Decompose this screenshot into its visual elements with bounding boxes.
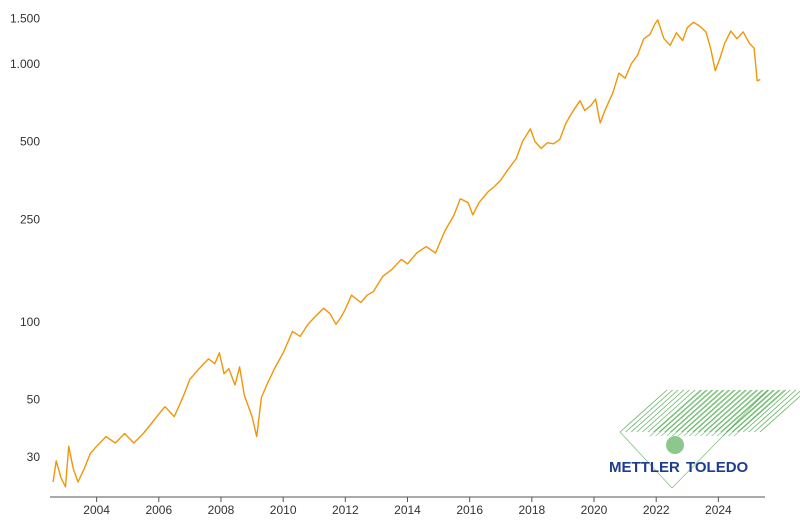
logo-hatch-line xyxy=(658,389,707,433)
x-tick-label: 2008 xyxy=(208,503,235,517)
series-layer xyxy=(52,19,761,488)
logo-hatch-line xyxy=(748,389,797,433)
logo-hatch-line xyxy=(670,389,718,433)
axes: 2004 2006 2008 2010 2012 2014 2016 2018 2020 2022… xyxy=(10,11,765,517)
logo-hatch-line xyxy=(655,389,708,437)
logo-hatch-line xyxy=(686,389,735,433)
logo-hatch-line xyxy=(675,389,724,433)
logo-hatch-line xyxy=(672,389,725,437)
logo-hatch-line xyxy=(636,389,685,433)
logo-hatch-line xyxy=(619,389,668,433)
logo-hatch-line xyxy=(671,389,769,489)
x-tick-label: 2010 xyxy=(270,503,297,517)
logo-hatch-line xyxy=(700,389,753,437)
logo-hatch-line xyxy=(754,390,800,433)
logo-hatch-line xyxy=(711,389,764,437)
logo-hatch-line xyxy=(731,389,780,433)
x-tick-label: 2024 xyxy=(705,503,732,517)
x-tick-label: 2012 xyxy=(332,503,359,517)
logo-hatch-line xyxy=(733,389,787,437)
logo-hatch-line xyxy=(630,389,679,433)
logo-hatch-line xyxy=(709,389,757,433)
logo-hatch-line xyxy=(647,389,696,433)
logo-word-left: METTLER xyxy=(609,459,680,476)
mettler-toledo-logo xyxy=(619,389,800,489)
price-line xyxy=(52,19,761,488)
logo-hatch-line xyxy=(660,389,714,437)
logo-hatch-line xyxy=(694,389,748,437)
x-tick-label: 2020 xyxy=(581,503,608,517)
logo-hatch-line xyxy=(619,431,673,489)
logo-hatch-line xyxy=(664,389,713,433)
logo-hatch-line xyxy=(728,389,781,437)
logo-hatch-line xyxy=(653,389,701,433)
logo-word-right: TOLEDO xyxy=(686,459,749,476)
y-tick-label: 100 xyxy=(20,315,40,329)
logo-hatch-line xyxy=(698,389,746,433)
logo-hatch-line xyxy=(649,389,703,437)
logo-hatch-line xyxy=(722,389,776,437)
x-tick-label: 2004 xyxy=(83,503,110,517)
logo-hatch-line xyxy=(705,389,759,437)
x-tick-label: 2022 xyxy=(643,503,670,517)
x-tick-label: 2014 xyxy=(394,503,421,517)
y-tick-label: 1.500 xyxy=(10,11,40,25)
logo-hatch-line xyxy=(677,389,731,437)
logo-hatch-line xyxy=(742,389,791,433)
logo-hatch-line xyxy=(683,389,736,437)
y-tick-label: 50 xyxy=(27,393,41,407)
x-tick-label: 2016 xyxy=(456,503,483,517)
logo-hatch-line xyxy=(625,389,673,433)
logo-star xyxy=(666,436,684,454)
logo-hatch-line xyxy=(688,389,742,437)
logo-hatch-line xyxy=(666,389,720,437)
x-tick-label: 2018 xyxy=(518,503,545,517)
logo-hatch-line xyxy=(692,389,741,433)
y-tick-label: 250 xyxy=(20,212,40,226)
logo-hatch-line xyxy=(720,389,769,433)
logo-hatch-line xyxy=(681,389,729,433)
logo-hatch-line xyxy=(642,389,690,433)
logo-hatch-line xyxy=(737,389,785,433)
logo-hatch-line xyxy=(759,395,800,433)
logo-hatch-line xyxy=(703,389,752,433)
y-tick-label: 1.000 xyxy=(10,57,40,71)
y-tick-label: 30 xyxy=(27,450,41,464)
x-tick-label: 2006 xyxy=(145,503,172,517)
logo-hatch-line xyxy=(714,389,763,433)
y-tick-label: 500 xyxy=(20,135,40,149)
